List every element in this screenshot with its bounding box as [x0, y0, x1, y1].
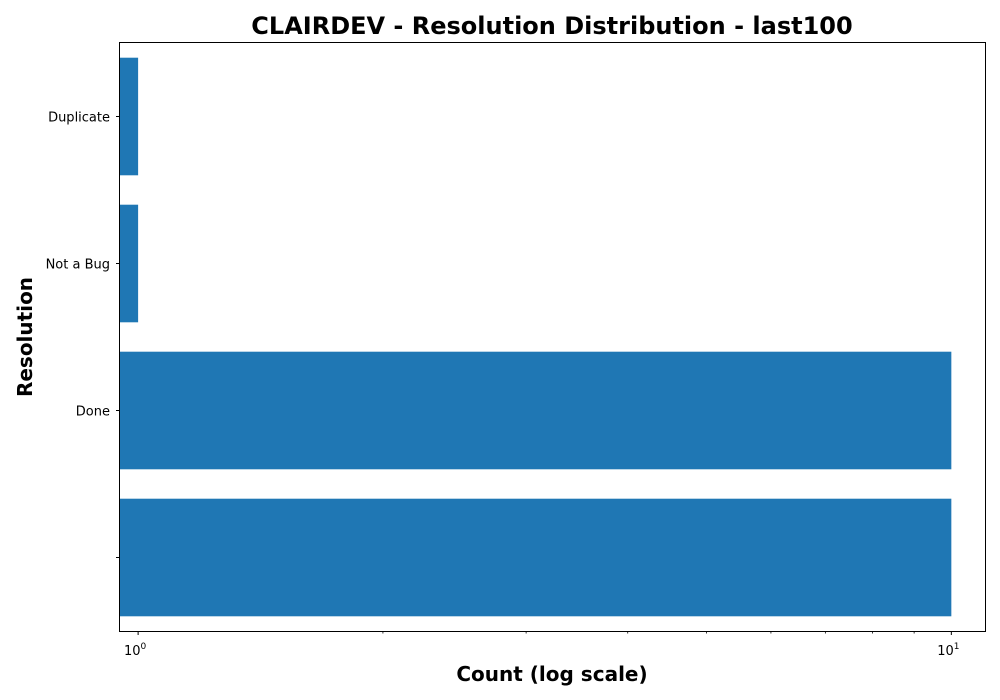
bar-not-a-bug	[120, 204, 139, 323]
x-tick-label-base: 10	[124, 644, 141, 659]
bar-done	[120, 351, 952, 470]
x-tick-label: 100	[124, 642, 147, 659]
y-axis-ticks: Done Not a Bug Duplicate	[46, 111, 120, 558]
y-tick-label: Not a Bug	[46, 258, 110, 273]
x-tick-label-base: 10	[937, 644, 954, 659]
bars-group	[120, 57, 952, 617]
y-tick-label: Done	[76, 405, 110, 420]
y-axis-label: Resolution	[13, 277, 37, 397]
x-axis-label: Count (log scale)	[456, 662, 647, 686]
y-tick-label: Duplicate	[48, 111, 110, 126]
bar-duplicate	[120, 57, 139, 176]
plot-frame	[119, 42, 986, 632]
x-axis-ticks: 100 101	[124, 631, 959, 659]
bar-unlabeled	[120, 498, 952, 617]
chart-title: CLAIRDEV - Resolution Distribution - las…	[251, 12, 852, 40]
x-tick-label: 101	[937, 642, 959, 659]
x-tick-label-exponent: 0	[141, 642, 147, 652]
x-tick-label-exponent: 1	[954, 642, 960, 652]
